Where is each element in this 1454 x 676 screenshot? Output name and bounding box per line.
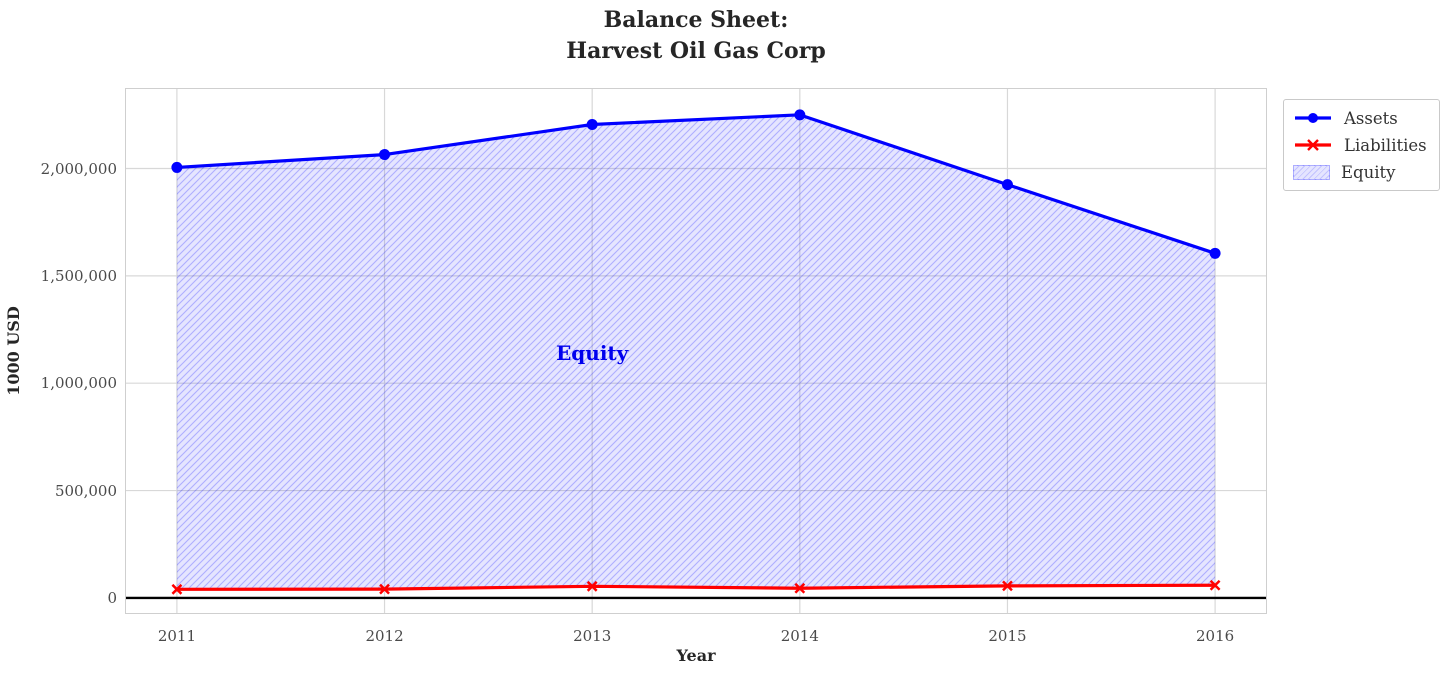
assets-marker	[586, 118, 598, 130]
liabilities-marker	[794, 582, 806, 594]
liabilities-line-marker-icon	[1295, 139, 1331, 151]
y-tick-label: 1,000,000	[40, 374, 117, 393]
y-tick-label: 2,000,000	[40, 159, 117, 178]
legend-label-assets: Assets	[1344, 108, 1398, 128]
legend-label-equity: Equity	[1341, 162, 1396, 182]
y-tick-label: 0	[107, 588, 117, 607]
assets-marker	[1001, 179, 1013, 191]
legend-item-assets: Assets	[1293, 105, 1427, 131]
liabilities-marker	[1002, 580, 1013, 592]
x-tick-label: 2012	[365, 627, 404, 645]
liabilities-marker	[171, 583, 183, 595]
y-tick-label: 1,500,000	[40, 266, 117, 285]
liabilities-marker	[1209, 579, 1221, 591]
x-tick-label: 2014	[780, 627, 819, 645]
liabilities-marker	[586, 580, 598, 592]
legend: Assets Liabilities Equity	[1283, 99, 1440, 191]
legend-item-equity: Equity	[1293, 159, 1427, 185]
assets-marker	[379, 149, 391, 161]
liabilities-marker	[379, 583, 390, 595]
x-tick-label: 2016	[1195, 627, 1235, 645]
assets-marker	[1209, 247, 1221, 259]
y-tick-label: 500,000	[54, 481, 117, 500]
x-tick-label: 2013	[573, 627, 612, 645]
legend-label-liabilities: Liabilities	[1344, 135, 1427, 155]
assets-line-marker-icon	[1295, 113, 1331, 123]
equity-fill-area	[176, 114, 1216, 590]
equity-hatch-swatch	[1293, 164, 1330, 180]
assets-marker	[794, 109, 806, 121]
x-tick-label: 2011	[157, 627, 196, 645]
liabilities-line	[176, 583, 1216, 591]
assets-marker	[171, 161, 183, 173]
equity-annotation: Equity	[556, 341, 630, 365]
x-tick-label: 2015	[988, 627, 1027, 645]
plot-canvas: Equity	[125, 88, 1267, 614]
legend-item-liabilities: Liabilities	[1293, 132, 1427, 158]
x-axis-label: Year	[676, 646, 716, 665]
chart-title: Balance Sheet: Harvest Oil Gas Corp	[566, 7, 826, 64]
assets-line	[176, 113, 1216, 255]
